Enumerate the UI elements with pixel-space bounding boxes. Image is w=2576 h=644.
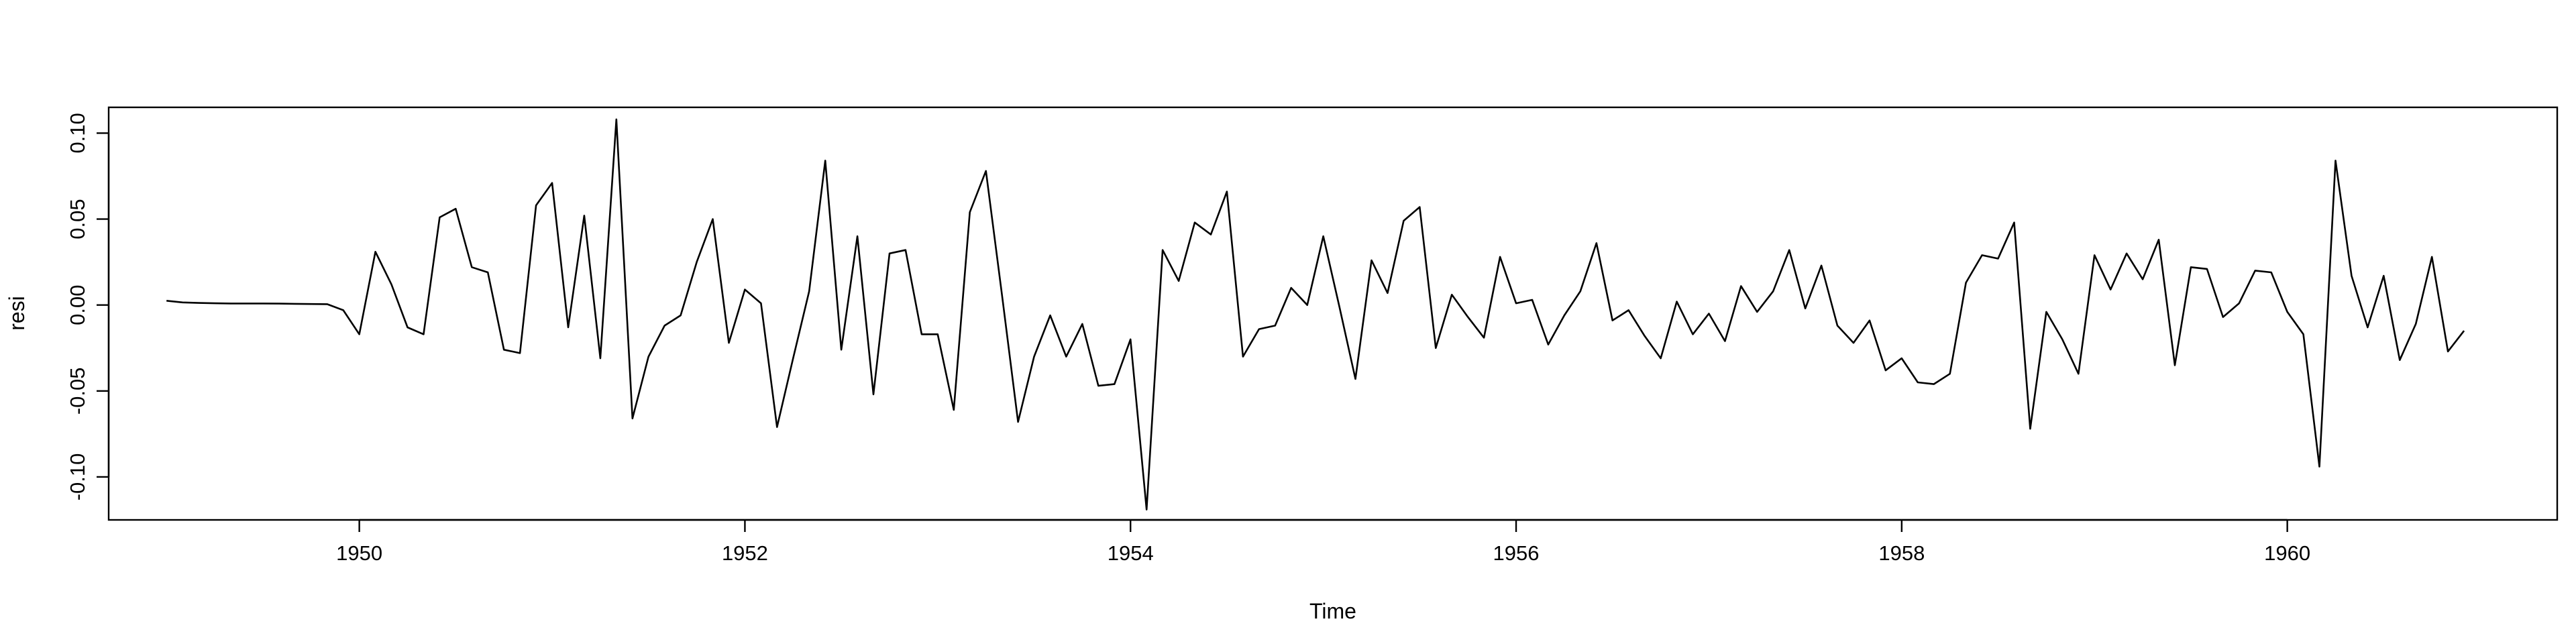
- y-axis: -0.10 -0.05 0.00 0.05 0.10: [66, 113, 110, 501]
- y-tick-label: 0.00: [66, 285, 89, 325]
- x-axis-label: Time: [1309, 599, 1356, 623]
- x-tick-label: 1958: [1878, 541, 1925, 565]
- x-axis: 1950 1952 1954 1956 1958 1960: [336, 519, 2310, 565]
- x-tick-label: 1954: [1108, 541, 1154, 565]
- x-tick-label: 1950: [336, 541, 382, 565]
- y-axis-label: resi: [5, 296, 29, 331]
- y-tick-label: 0.10: [66, 113, 89, 153]
- x-tick-label: 1952: [722, 541, 768, 565]
- plot-box: [107, 106, 2559, 521]
- y-tick-label: 0.05: [66, 199, 89, 239]
- y-tick-label: -0.05: [66, 367, 89, 415]
- series-line: [166, 118, 2465, 511]
- x-tick-label: 1960: [2264, 541, 2310, 565]
- x-tick-label: 1956: [1493, 541, 1540, 565]
- y-tick-label: -0.10: [66, 453, 89, 501]
